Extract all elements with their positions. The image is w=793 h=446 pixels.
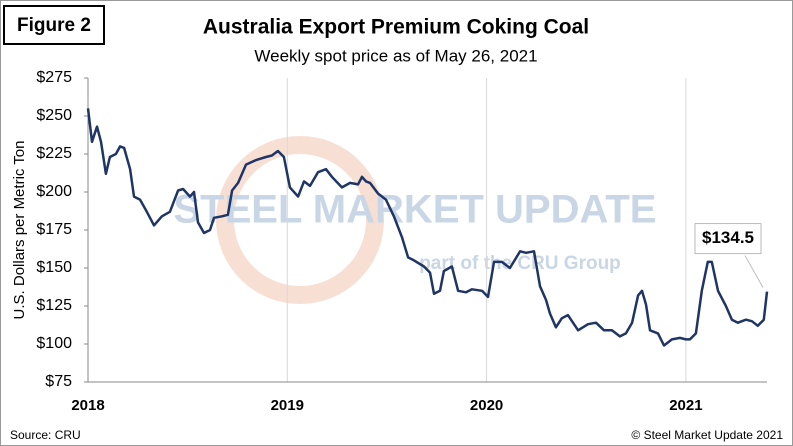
chart-title: Australia Export Premium Coking Coal (203, 16, 589, 39)
x-tick-label: 2019 (271, 397, 304, 414)
copyright: © Steel Market Update 2021 (631, 428, 783, 442)
y-tick-label: $175 (36, 221, 72, 238)
x-tick-label: 2018 (71, 397, 104, 414)
source: Source: CRU (10, 428, 81, 442)
y-tick-label: $250 (36, 107, 72, 124)
figure-label: Figure 2 (17, 15, 91, 36)
watermark-logo (216, 136, 384, 304)
chart-subtitle: Weekly spot price as of May 26, 2021 (254, 46, 537, 65)
watermark: STEEL MARKET UPDATE (174, 188, 657, 232)
x-tick-label: 2020 (470, 397, 503, 414)
y-tick-label: $75 (45, 373, 72, 390)
y-tick-label: $125 (36, 297, 72, 314)
annotation-box (694, 223, 762, 255)
y-tick-label: $100 (36, 335, 72, 352)
data-label: $134.5 (702, 228, 754, 247)
x-tick-label: 2021 (669, 397, 702, 414)
figure-box (3, 5, 105, 45)
y-tick-label: $225 (36, 145, 72, 162)
y-axis-label: U.S. Dollars per Metric Ton (11, 141, 28, 320)
watermark-sub: part of the CRU Group (419, 253, 621, 274)
y-tick-label: $150 (36, 259, 72, 276)
price-line (86, 108, 769, 347)
y-tick-label: $200 (36, 183, 72, 200)
y-tick-label: $275 (36, 69, 72, 86)
annotation-leader (744, 255, 764, 288)
